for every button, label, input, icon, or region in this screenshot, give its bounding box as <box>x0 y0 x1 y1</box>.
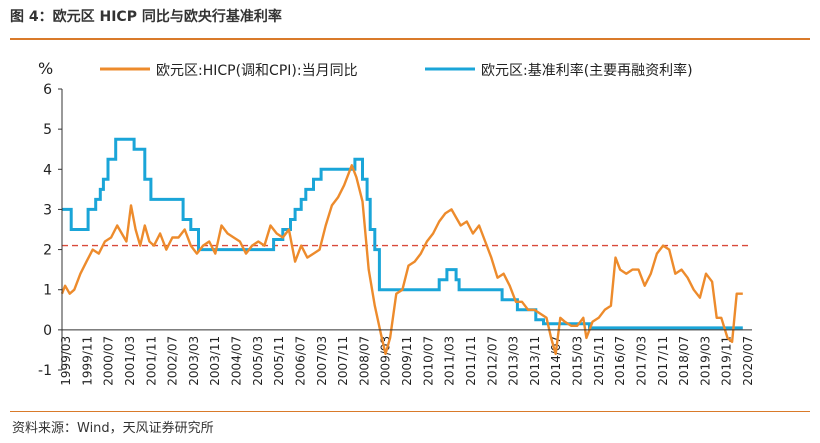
x-tick-label: 2008/07 <box>357 336 371 386</box>
x-tick-label: 2012/07 <box>485 336 499 386</box>
x-tick-label: 2007/03 <box>315 336 329 386</box>
y-tick-label: 6 <box>43 82 52 98</box>
x-tick-label: 2013/03 <box>507 336 521 386</box>
x-tick-label: 2005/11 <box>272 336 286 386</box>
x-tick-label: 1999/03 <box>59 336 73 386</box>
x-tick-label: 2015/03 <box>571 336 585 386</box>
x-tick-label: 2017/03 <box>634 336 648 386</box>
x-tick-label: 2006/07 <box>293 336 307 386</box>
x-tick-label: 2003/03 <box>187 336 201 386</box>
x-tick-label: 2000/07 <box>102 336 116 386</box>
source-rule <box>10 411 810 412</box>
x-tick-label: 2001/03 <box>123 336 137 386</box>
x-tick-label: 2020/07 <box>741 336 755 386</box>
series-line-hicp <box>60 164 743 356</box>
x-tick-label: 2009/11 <box>400 336 414 386</box>
x-tick-labels: 1999/03 1999/11 2000/07 2001/03 2001/11 2002/… <box>59 336 755 386</box>
y-tick-label: 4 <box>43 162 52 178</box>
y-tick-label: 0 <box>43 323 52 339</box>
x-tick-label: 2009/03 <box>379 336 393 386</box>
series-line-rate <box>62 137 743 330</box>
chart-title: 图 4：欧元区 HICP 同比与欧央行基准利率 <box>10 9 282 25</box>
x-tick-label: 2010/07 <box>421 336 435 386</box>
x-tick-label: 2019/11 <box>720 336 734 386</box>
x-tick-label: 2014/07 <box>549 336 563 386</box>
x-tick-label: 2001/11 <box>144 336 158 386</box>
x-tick-label: 2002/07 <box>166 336 180 386</box>
x-tick-label: 2011/11 <box>464 336 478 386</box>
legend-label-hicp: 欧元区:HICP(调和CPI):当月同比 <box>156 63 358 79</box>
x-tick-label: 1999/11 <box>80 336 94 386</box>
y-tick-labels: -1 0 1 2 3 4 5 6 <box>38 82 62 379</box>
legend-label-rate: 欧元区:基准利率(主要再融资利率) <box>481 62 693 79</box>
source-note: 资料来源：Wind，天风证券研究所 <box>12 421 214 436</box>
y-tick-label: 2 <box>43 243 52 259</box>
y-tick-label: 5 <box>43 122 52 138</box>
x-tick-label: 2013/11 <box>528 336 542 386</box>
legend: 欧元区:HICP(调和CPI):当月同比 欧元区:基准利率(主要再融资利率) <box>100 62 693 79</box>
x-tick-label: 2003/11 <box>208 336 222 386</box>
y-tick-label: 1 <box>43 283 52 299</box>
chart-svg: % -1 0 1 2 3 4 5 6 1999/03 1999/11 2000/07 2001/03… <box>38 59 755 386</box>
title-rule <box>10 38 810 40</box>
x-tick-label: 2011/03 <box>443 336 457 386</box>
x-tick-label: 2015/11 <box>592 336 606 386</box>
x-tick-label: 2007/11 <box>336 336 350 386</box>
x-tick-label: 2017/11 <box>656 336 670 386</box>
x-tick-label: 2005/03 <box>251 336 265 386</box>
x-tick-label: 2004/07 <box>230 336 244 386</box>
y-tick-label: 3 <box>43 202 52 218</box>
y-axis-unit: % <box>38 59 53 78</box>
x-tick-label: 2016/07 <box>613 336 627 386</box>
x-tick-label: 2019/03 <box>698 336 712 386</box>
x-tick-label: 2018/07 <box>677 336 691 386</box>
y-tick-label: -1 <box>38 363 52 379</box>
